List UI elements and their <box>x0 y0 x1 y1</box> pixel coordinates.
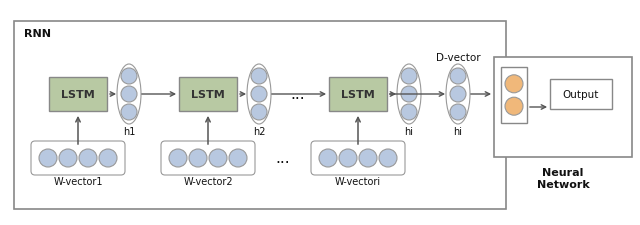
Circle shape <box>59 149 77 167</box>
Text: Output: Output <box>563 90 599 99</box>
Circle shape <box>450 105 466 120</box>
Text: LSTM: LSTM <box>341 90 375 99</box>
Circle shape <box>169 149 187 167</box>
Bar <box>494 58 632 157</box>
Text: LSTM: LSTM <box>61 90 95 99</box>
Bar <box>329 78 387 112</box>
Circle shape <box>229 149 247 167</box>
Circle shape <box>79 149 97 167</box>
Circle shape <box>359 149 377 167</box>
Circle shape <box>99 149 117 167</box>
Circle shape <box>251 87 267 103</box>
Circle shape <box>450 87 466 103</box>
Circle shape <box>251 69 267 85</box>
Circle shape <box>121 69 137 85</box>
Circle shape <box>209 149 227 167</box>
Bar <box>501 68 527 124</box>
Text: LSTM: LSTM <box>191 90 225 99</box>
Text: hi: hi <box>404 126 413 136</box>
Circle shape <box>319 149 337 167</box>
Text: hi: hi <box>454 126 463 136</box>
Circle shape <box>505 98 523 116</box>
Circle shape <box>251 105 267 120</box>
Circle shape <box>39 149 57 167</box>
Text: D-vector: D-vector <box>436 53 480 63</box>
Text: RNN: RNN <box>24 29 51 39</box>
Circle shape <box>505 75 523 93</box>
Circle shape <box>401 69 417 85</box>
Text: ...: ... <box>276 151 291 166</box>
Circle shape <box>121 87 137 103</box>
Bar <box>550 80 612 110</box>
Text: W-vectori: W-vectori <box>335 176 381 186</box>
Bar <box>14 22 506 209</box>
Circle shape <box>450 69 466 85</box>
Text: h1: h1 <box>123 126 135 136</box>
Circle shape <box>401 105 417 120</box>
Bar <box>49 78 107 112</box>
Text: W-vector1: W-vector1 <box>53 176 103 186</box>
Bar <box>179 78 237 112</box>
Circle shape <box>189 149 207 167</box>
Text: ...: ... <box>291 87 305 102</box>
Text: Neural
Network: Neural Network <box>536 167 589 189</box>
Circle shape <box>379 149 397 167</box>
Text: h2: h2 <box>253 126 265 136</box>
Circle shape <box>121 105 137 120</box>
Circle shape <box>339 149 357 167</box>
Circle shape <box>401 87 417 103</box>
Text: W-vector2: W-vector2 <box>183 176 233 186</box>
